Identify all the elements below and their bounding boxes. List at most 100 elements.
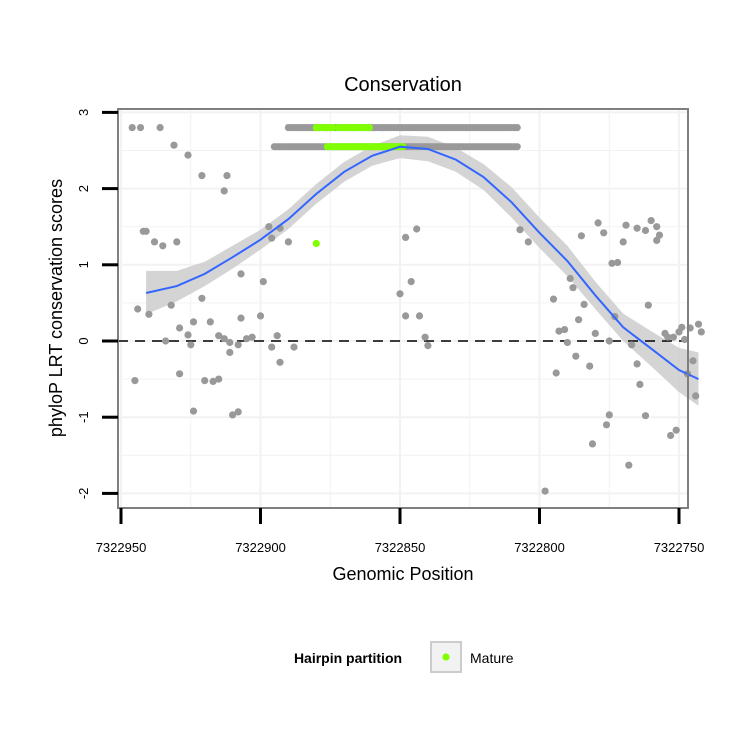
legend-title: Hairpin partition: [294, 650, 402, 666]
other-point: [625, 461, 633, 469]
other-point: [142, 227, 150, 235]
y-tick-label: 2: [76, 185, 91, 192]
other-point: [189, 318, 198, 326]
other-point: [201, 377, 209, 385]
y-tick-label: 3: [76, 109, 91, 116]
other-point: [402, 233, 410, 241]
other-point: [162, 337, 170, 345]
other-point: [697, 328, 705, 336]
other-point: [229, 411, 237, 419]
other-point: [176, 370, 184, 378]
other-point: [572, 352, 580, 360]
other-point: [198, 294, 206, 302]
other-point: [413, 225, 421, 233]
other-point: [407, 278, 415, 286]
other-point: [421, 333, 429, 341]
other-point: [661, 329, 669, 337]
other-point: [184, 331, 192, 339]
other-point: [223, 172, 231, 180]
other-point: [226, 338, 234, 347]
x-tick-label: 7322950: [96, 540, 147, 555]
other-point: [672, 426, 680, 434]
other-point: [628, 341, 636, 349]
other-point: [594, 219, 602, 227]
other-point: [176, 324, 184, 332]
y-tick-label: 0: [76, 337, 91, 344]
other-point: [215, 375, 223, 383]
other-point: [243, 335, 251, 343]
other-point: [591, 329, 599, 337]
other-point: [265, 223, 273, 231]
other-point: [563, 338, 572, 347]
mature-point: [365, 124, 373, 132]
other-point: [237, 314, 245, 322]
y-tick-label: 1: [76, 261, 91, 268]
other-point: [555, 327, 563, 335]
other-point: [608, 259, 616, 267]
other-point: [234, 341, 242, 349]
other-point: [145, 310, 153, 318]
loess-fit-line: [145, 145, 699, 381]
chart-title: Conservation: [344, 74, 462, 96]
other-point: [170, 141, 178, 149]
other-point: [415, 312, 424, 320]
x-axis-ticks: 7322950 7322900 7322850 7322800 7322750: [96, 508, 705, 555]
x-tick-label: 7322750: [654, 540, 705, 555]
other-point: [273, 332, 281, 340]
panel-border: [117, 108, 689, 509]
x-tick-label: 7322800: [514, 540, 565, 555]
other-point: [173, 238, 181, 246]
other-point: [667, 431, 675, 440]
other-point: [150, 238, 159, 246]
other-point: [268, 343, 276, 351]
other-point: [189, 407, 198, 415]
other-point: [159, 242, 167, 250]
other-point: [187, 341, 195, 349]
y-tick-label: -2: [76, 488, 91, 500]
other-point: [614, 258, 622, 267]
other-point: [694, 320, 703, 328]
other-point: [689, 357, 697, 365]
other-point: [513, 124, 521, 132]
other-point: [226, 348, 234, 356]
other-point: [220, 187, 228, 195]
panel-frame: [117, 108, 689, 509]
other-point: [602, 421, 611, 429]
other-point: [633, 224, 641, 232]
other-point: [234, 408, 242, 416]
y-axis-ticks: -2 -1 0 1 2 3: [76, 109, 118, 499]
other-point: [128, 124, 136, 132]
other-point: [134, 305, 142, 313]
x-axis-label: Genomic Position: [332, 564, 473, 584]
mature-point: [312, 239, 320, 248]
other-point: [644, 301, 652, 309]
other-point: [647, 217, 655, 225]
other-point: [569, 284, 577, 292]
data-points: [128, 124, 705, 495]
other-point: [681, 335, 689, 344]
other-point: [206, 318, 214, 326]
other-point: [136, 124, 145, 132]
x-tick-label: 7322850: [375, 540, 426, 555]
other-point: [678, 323, 686, 331]
other-point: [653, 236, 661, 244]
other-point: [575, 316, 583, 324]
other-point: [622, 221, 630, 229]
y-axis-label: phyloP LRT conservation scores: [46, 179, 66, 437]
other-point: [156, 124, 164, 132]
legend-key-mature: [442, 653, 450, 661]
other-point: [237, 270, 245, 278]
other-point: [402, 312, 410, 320]
other-point: [605, 337, 613, 345]
other-point: [600, 229, 608, 237]
other-point: [209, 377, 217, 385]
other-point: [131, 377, 139, 385]
legend-label-mature: Mature: [470, 650, 514, 666]
mature-point: [329, 124, 337, 132]
other-point: [198, 172, 206, 180]
other-point: [256, 312, 265, 320]
other-point: [566, 274, 574, 283]
x-tick-label: 7322900: [235, 540, 286, 555]
